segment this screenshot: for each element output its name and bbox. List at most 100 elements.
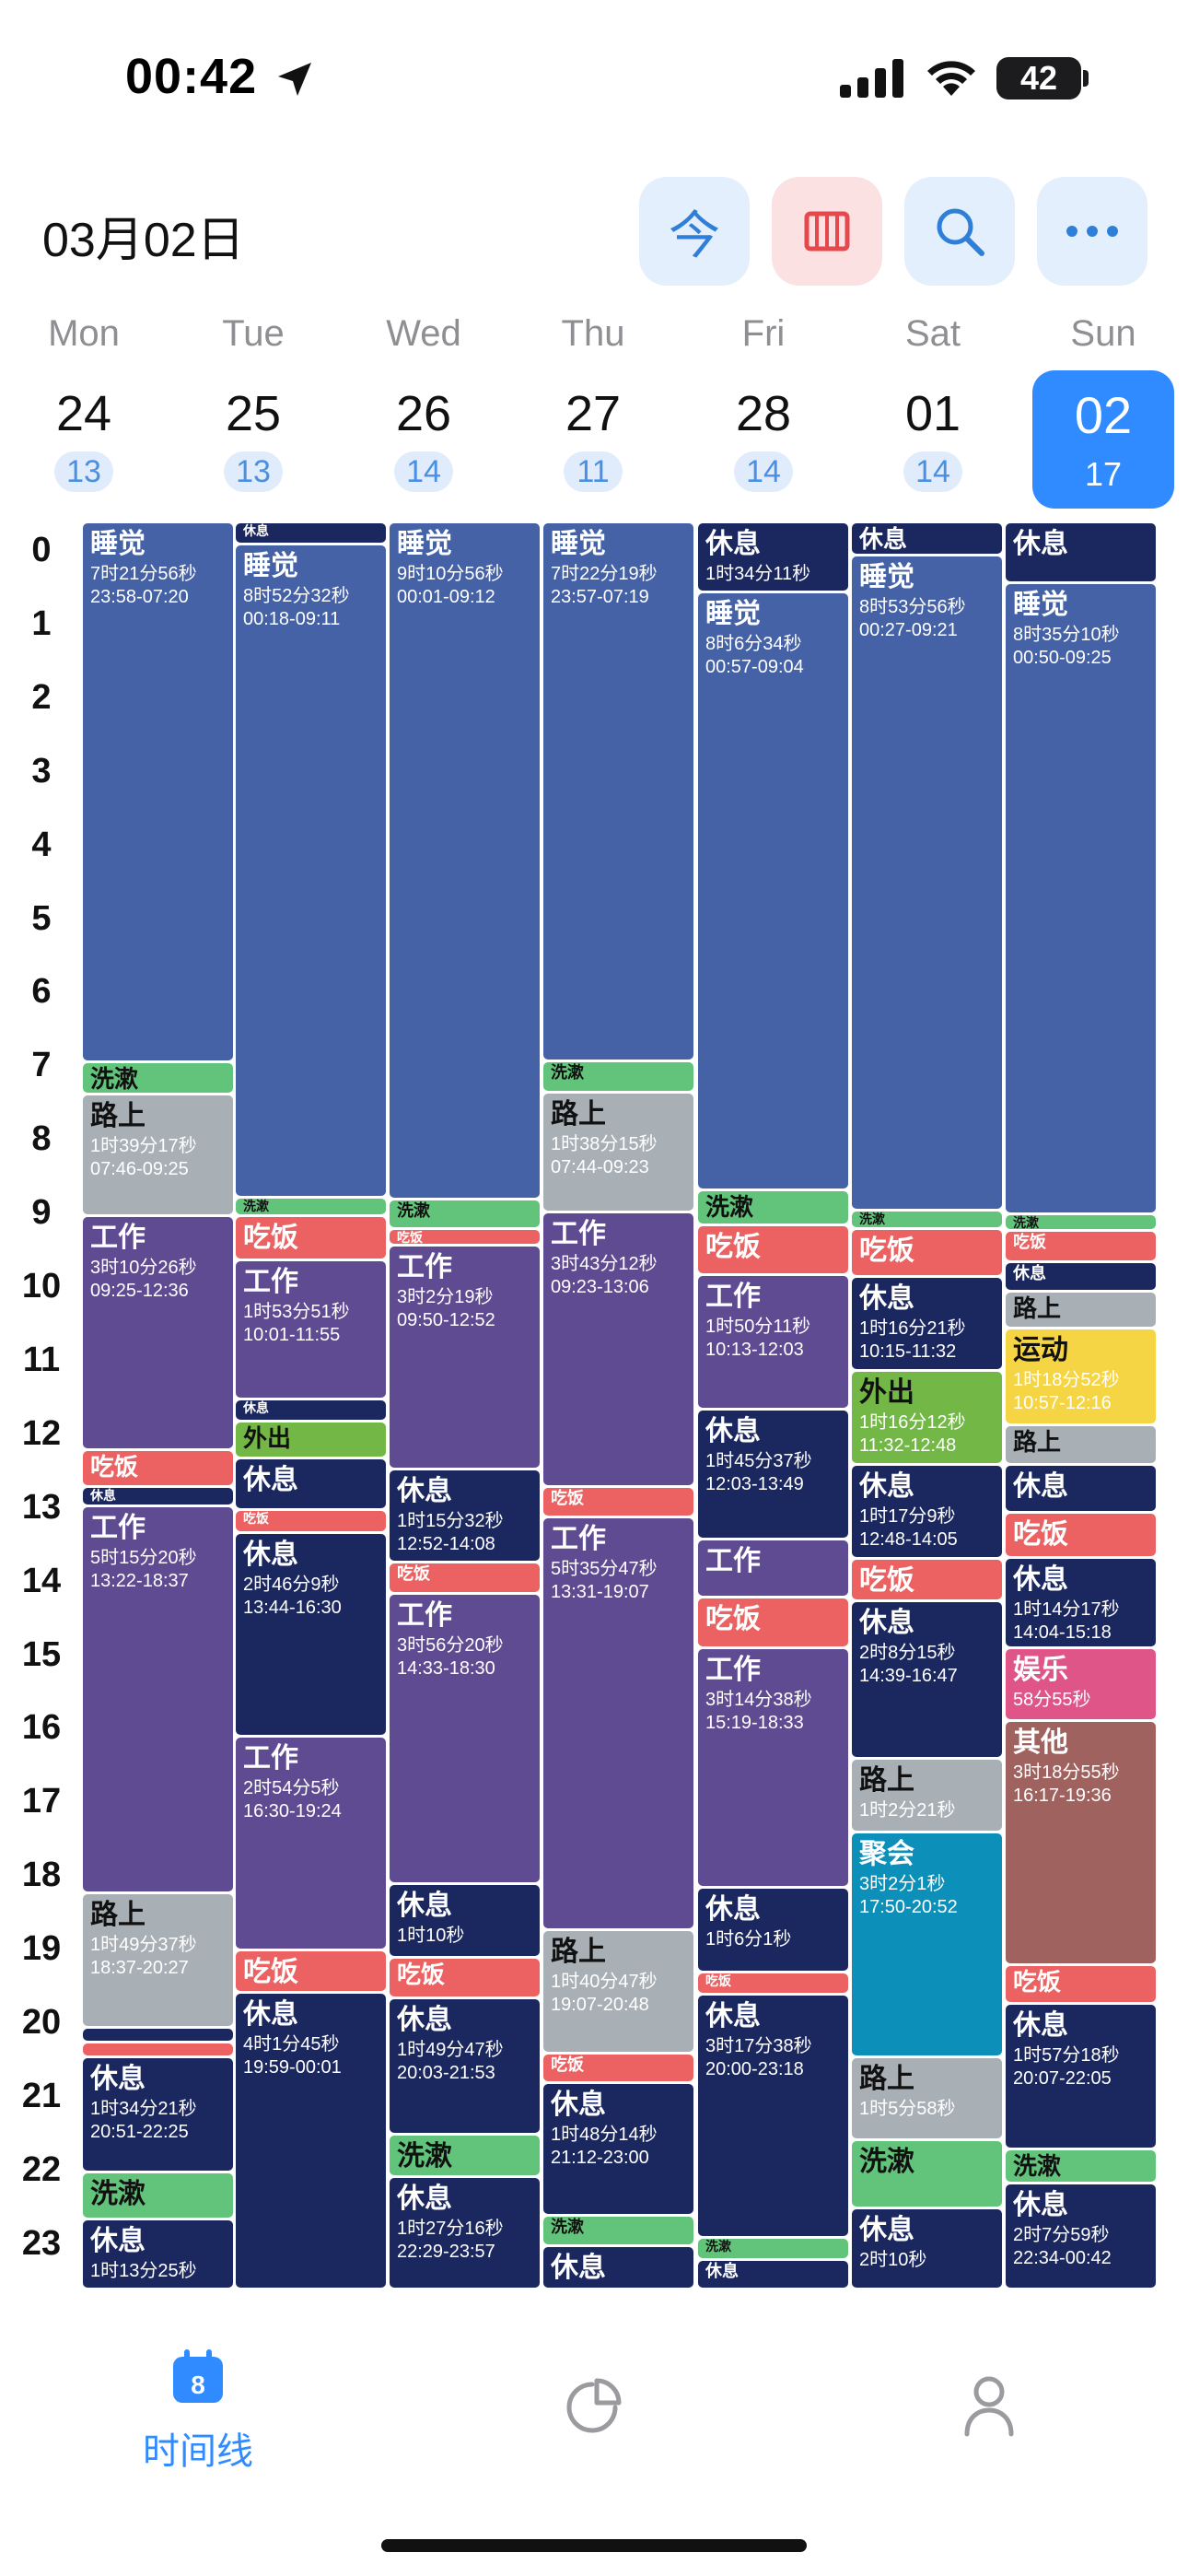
activity-block-fun[interactable]: 娱乐 58分55秒 [1006, 1649, 1156, 1719]
activity-block-commute[interactable]: 路上 1时40分47秒 19:07-20:48 [543, 1930, 693, 2052]
activity-block-meal[interactable]: 吃饭 [852, 1559, 1002, 1599]
activity-block-rest[interactable]: 休息 1时6分1秒 [698, 1889, 848, 1972]
activity-block-rest[interactable]: 休息 2时10秒 [852, 2208, 1002, 2288]
activity-block-meal[interactable] [83, 2043, 233, 2055]
activity-block-other[interactable]: 其他 3时18分55秒 16:17-19:36 [1006, 1721, 1156, 1964]
activity-block-rest[interactable]: 休息 1时34分21秒 20:51-22:25 [83, 2057, 233, 2172]
search-button[interactable] [904, 177, 1015, 286]
activity-block-rest[interactable]: 休息 1时34分11秒 [698, 523, 848, 591]
activity-block-meal[interactable]: 吃饭 [236, 1951, 386, 1992]
activity-block-commute[interactable]: 路上 1时49分37秒 18:37-20:27 [83, 1893, 233, 2026]
activity-block-work[interactable]: 工作 2时54分5秒 16:30-19:24 [236, 1738, 386, 1950]
activity-block-wash[interactable]: 洗漱 [1006, 1215, 1156, 1229]
activity-block-wash[interactable]: 洗漱 [852, 2141, 1002, 2207]
activity-block-rest[interactable]: 休息 1时57分18秒 20:07-22:05 [1006, 2004, 1156, 2148]
activity-block-rest[interactable]: 休息 1时10秒 [390, 1885, 540, 1957]
activity-block-meal[interactable]: 吃饭 [390, 1563, 540, 1592]
activity-block-wash[interactable]: 洗漱 [698, 1190, 848, 1224]
activity-block-rest[interactable]: 休息 [543, 2247, 693, 2288]
activity-block-meal[interactable]: 吃饭 [236, 1511, 386, 1532]
activity-block-meal[interactable]: 吃饭 [236, 1216, 386, 1259]
activity-block-wash[interactable]: 洗漱 [543, 2216, 693, 2245]
activity-block-meal[interactable]: 吃饭 [543, 2054, 693, 2081]
activity-block-work[interactable]: 工作 3时43分12秒 09:23-13:06 [543, 1213, 693, 1485]
activity-block-meal[interactable]: 吃饭 [698, 1226, 848, 1273]
activity-block-rest[interactable]: 休息 1时27分16秒 22:29-23:57 [390, 2178, 540, 2288]
activity-block-rest[interactable]: 休息 [236, 1459, 386, 1509]
activity-block-rest[interactable]: 休息 2时46分9秒 13:44-16:30 [236, 1534, 386, 1736]
day-number-tue[interactable]: 25 [225, 386, 282, 441]
activity-block-work[interactable]: 工作 3时14分38秒 15:19-18:33 [698, 1649, 848, 1887]
activity-block-rest[interactable]: 休息 1时45分37秒 12:03-13:49 [698, 1410, 848, 1539]
activity-block-meal[interactable]: 吃饭 [698, 1973, 848, 1993]
activity-block-wash[interactable]: 洗漱 [236, 1199, 386, 1214]
activity-block-wash[interactable]: 洗漱 [698, 2238, 848, 2258]
activity-block-wash[interactable]: 洗漱 [83, 2173, 233, 2218]
activity-block-commute[interactable]: 路上 1时39分17秒 07:46-09:25 [83, 1095, 233, 1214]
selected-day-sun[interactable]: 02 17 [1032, 370, 1174, 509]
activity-block-work[interactable]: 工作 5时35分47秒 13:31-19:07 [543, 1518, 693, 1928]
activity-block-party[interactable]: 聚会 3时2分1秒 17:50-20:52 [852, 1833, 1002, 2055]
activity-block-work[interactable]: 工作 3时2分19秒 09:50-12:52 [390, 1247, 540, 1469]
day-number-wed[interactable]: 26 [395, 386, 452, 441]
view-mode-button[interactable] [772, 177, 882, 286]
day-number-sat[interactable]: 01 [904, 386, 961, 441]
activity-block-rest[interactable]: 休息 2时7分59秒 22:34-00:42 [1006, 2184, 1156, 2288]
activity-block-rest[interactable]: 休息 2时8分15秒 14:39-16:47 [852, 1601, 1002, 1758]
activity-block-sleep[interactable]: 睡觉 7时21分56秒 23:58-07:20 [83, 523, 233, 1060]
activity-block-rest[interactable]: 休息 [1006, 1465, 1156, 1511]
activity-block-sleep[interactable]: 睡觉 8时53分56秒 00:27-09:21 [852, 556, 1002, 1210]
activity-block-meal[interactable]: 吃饭 [698, 1598, 848, 1647]
activity-block-commute[interactable]: 路上 1时5分58秒 [852, 2057, 1002, 2139]
day-number-thu[interactable]: 27 [565, 386, 622, 441]
activity-block-work[interactable]: 工作 1时53分51秒 10:01-11:55 [236, 1260, 386, 1399]
activity-block-sleep[interactable]: 睡觉 9时10分56秒 00:01-09:12 [390, 523, 540, 1199]
activity-block-exercise[interactable]: 运动 1时18分52秒 10:57-12:16 [1006, 1329, 1156, 1424]
activity-block-rest[interactable]: 休息 [698, 2260, 848, 2288]
activity-block-meal[interactable]: 吃饭 [83, 1450, 233, 1485]
activity-block-meal[interactable]: 吃饭 [543, 1487, 693, 1516]
activity-block-work[interactable]: 工作 [698, 1540, 848, 1596]
activity-block-outing[interactable]: 外出 [236, 1423, 386, 1458]
activity-block-rest[interactable]: 休息 1时48分14秒 21:12-23:00 [543, 2083, 693, 2214]
activity-block-sleep[interactable]: 睡觉 7时22分19秒 23:57-07:19 [543, 523, 693, 1060]
activity-block-wash[interactable]: 洗漱 [390, 1200, 540, 1228]
activity-block-rest[interactable]: 休息 1时13分25秒 [83, 2219, 233, 2288]
activity-block-wash[interactable]: 洗漱 [390, 2135, 540, 2176]
activity-block-work[interactable]: 工作 5时15分20秒 13:22-18:37 [83, 1507, 233, 1891]
activity-block-commute[interactable]: 路上 [1006, 1292, 1156, 1327]
activity-block-rest[interactable]: 休息 4时1分45秒 19:59-00:01 [236, 1994, 386, 2288]
activity-block-commute[interactable]: 路上 1时2分21秒 [852, 1760, 1002, 1832]
activity-block-rest[interactable]: 休息 [83, 1487, 233, 1505]
activity-block-work[interactable]: 工作 3时56分20秒 14:33-18:30 [390, 1594, 540, 1883]
activity-block-commute[interactable]: 路上 1时38分15秒 07:44-09:23 [543, 1094, 693, 1212]
activity-block-work[interactable]: 工作 3时10分26秒 09:25-12:36 [83, 1216, 233, 1448]
activity-block-wash[interactable]: 洗漱 [543, 1061, 693, 1092]
activity-block-rest[interactable]: 休息 [852, 523, 1002, 554]
activity-block-work[interactable]: 工作 1时50分11秒 10:13-12:03 [698, 1275, 848, 1408]
activity-block-rest[interactable]: 休息 1时14分17秒 14:04-15:18 [1006, 1559, 1156, 1647]
activity-block-sleep[interactable]: 睡觉 8时52分32秒 00:18-09:11 [236, 544, 386, 1197]
activity-block-rest[interactable]: 休息 [236, 523, 386, 543]
activity-block-rest[interactable]: 休息 1时49分47秒 20:03-21:53 [390, 1998, 540, 2133]
day-number-mon[interactable]: 24 [55, 386, 112, 441]
activity-block-commute[interactable]: 路上 [1006, 1426, 1156, 1463]
activity-block-wash[interactable]: 洗漱 [83, 1062, 233, 1093]
activity-block-wash[interactable]: 洗漱 [1006, 2149, 1156, 2183]
today-button[interactable]: 今 [639, 177, 750, 286]
activity-block-meal[interactable]: 吃饭 [390, 1959, 540, 1996]
activity-block-rest[interactable]: 休息 [1006, 523, 1156, 581]
activity-block-rest[interactable]: 休息 1时15分32秒 12:52-14:08 [390, 1470, 540, 1561]
activity-block-rest[interactable]: 休息 3时17分38秒 20:00-23:18 [698, 1996, 848, 2236]
day-number-fri[interactable]: 28 [735, 386, 792, 441]
activity-block-meal[interactable]: 吃饭 [1006, 1966, 1156, 2002]
activity-block-meal[interactable]: 吃饭 [1006, 1231, 1156, 1260]
activity-block-meal[interactable]: 吃饭 [390, 1230, 540, 1245]
activity-block-wash[interactable]: 洗漱 [852, 1212, 1002, 1228]
activity-block-outing[interactable]: 外出 1时16分12秒 11:32-12:48 [852, 1372, 1002, 1463]
activity-block-rest[interactable] [83, 2028, 233, 2041]
activity-block-rest[interactable]: 休息 1时16分21秒 10:15-11:32 [852, 1277, 1002, 1370]
activity-block-meal[interactable]: 吃饭 [1006, 1513, 1156, 1557]
activity-block-sleep[interactable]: 睡觉 8时6分34秒 00:57-09:04 [698, 592, 848, 1188]
more-button[interactable] [1037, 177, 1147, 286]
